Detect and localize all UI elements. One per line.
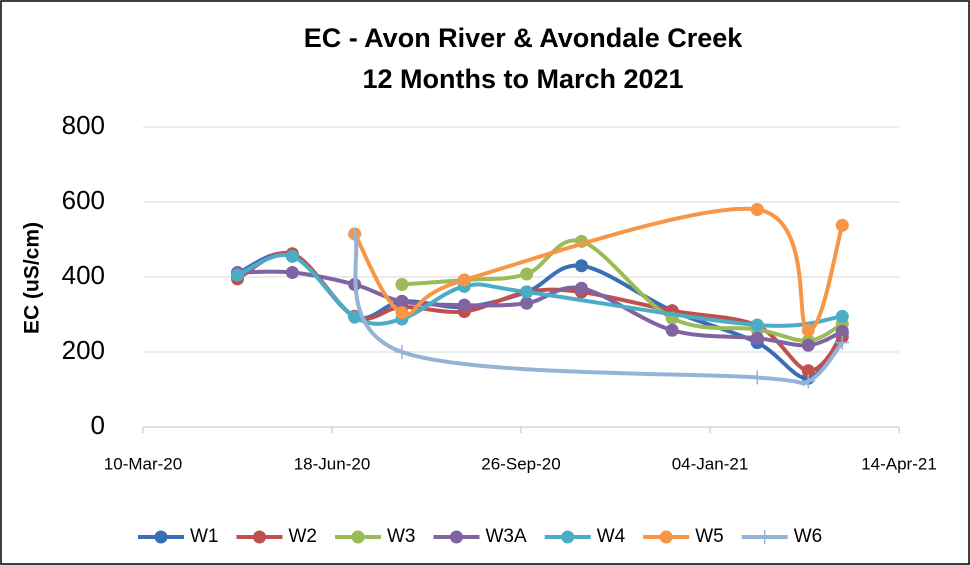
chart-title: 12 Months to March 2021: [362, 64, 683, 94]
data-point: [520, 285, 534, 299]
legend-marker: [253, 530, 266, 544]
data-point: [835, 324, 849, 338]
data-point: [750, 203, 764, 216]
data-point: [835, 218, 849, 232]
y-axis-label: EC (uS/cm): [21, 222, 44, 334]
data-point: [801, 364, 815, 378]
y-tick-label: 800: [62, 110, 105, 140]
series-line: [237, 269, 844, 348]
data-point: [665, 323, 679, 337]
data-point: [395, 294, 409, 308]
series-line: [401, 238, 844, 343]
data-point: [347, 228, 362, 242]
legend-label: W4: [597, 526, 626, 547]
legend-marker: [450, 530, 463, 544]
x-tick-label: 10-Mar-20: [104, 454, 182, 473]
legend-label: W1: [190, 526, 219, 547]
legend-marker: [351, 530, 365, 544]
data-point: [801, 338, 815, 352]
data-point: [750, 331, 764, 345]
data-point: [285, 266, 299, 279]
legend-label: W3: [387, 526, 416, 547]
data-point: [750, 370, 765, 385]
data-point: [395, 306, 409, 320]
data-point: [394, 345, 409, 359]
data-point: [750, 318, 764, 332]
data-point: [520, 296, 534, 310]
data-point: [348, 310, 362, 324]
legend-marker: [659, 530, 673, 544]
data-point: [835, 309, 849, 323]
data-point: [574, 259, 588, 273]
data-point: [801, 374, 816, 389]
data-point: [231, 268, 244, 282]
x-tick-label: 04-Jan-21: [672, 454, 749, 473]
legend-marker: [757, 530, 772, 544]
y-tick-label: 200: [62, 335, 105, 365]
data-point: [457, 298, 471, 312]
y-tick-label: 0: [91, 410, 105, 440]
legend-label: W3A: [486, 526, 528, 547]
x-tick-label: 14-Apr-21: [861, 454, 937, 473]
y-tick-label: 600: [62, 185, 105, 215]
legend-marker: [154, 530, 168, 544]
data-point: [395, 278, 409, 291]
chart-title: EC - Avon River & Avondale Creek: [304, 23, 744, 53]
y-tick-label: 400: [62, 260, 105, 290]
data-point: [457, 273, 471, 287]
data-point: [835, 335, 850, 350]
data-point: [520, 267, 534, 281]
data-point: [285, 249, 299, 263]
legend-label: W5: [695, 526, 724, 547]
legend-label: W6: [794, 526, 823, 547]
data-point: [574, 281, 588, 295]
x-tick-label: 18-Jun-20: [294, 454, 371, 473]
x-tick-label: 26-Sep-20: [481, 454, 560, 473]
data-point: [801, 323, 815, 337]
legend-marker: [561, 530, 575, 544]
legend-label: W2: [289, 526, 318, 547]
